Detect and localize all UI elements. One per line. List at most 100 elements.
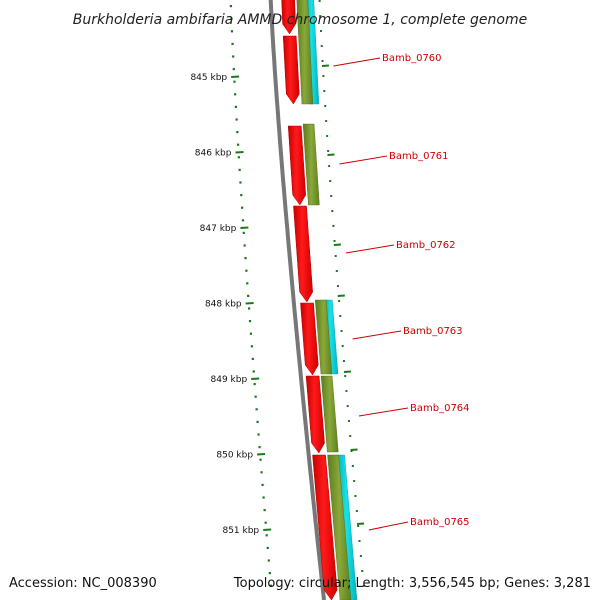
track-guide-dot: [329, 180, 332, 182]
track-guide-tick: [350, 448, 358, 451]
track-guide-dot: [333, 240, 336, 242]
ruler-dot: [242, 231, 245, 234]
ruler-dot: [260, 471, 263, 474]
track-guide-dot: [345, 390, 348, 392]
track-guide-dot: [321, 60, 324, 62]
ruler-dot: [268, 572, 271, 575]
ruler-dot: [233, 80, 236, 83]
ruler-dot: [247, 307, 251, 310]
gene-label[interactable]: Bamb_0765: [410, 517, 470, 528]
gene-leader-line: [345, 244, 395, 254]
ruler-tick-label: 848 kbp: [205, 300, 242, 310]
track-guide-dot: [328, 165, 331, 167]
ruler-dot: [254, 395, 257, 398]
track-guide-dot: [338, 300, 341, 302]
gene-leader-line: [352, 330, 402, 340]
ruler-tick: [235, 151, 244, 154]
ruler-tick-label: 847 kbp: [200, 224, 237, 234]
track-guide-tick: [337, 294, 345, 297]
track-guide-dot: [330, 195, 333, 197]
ruler-dot: [241, 219, 245, 222]
ruler-dot: [256, 420, 259, 423]
cds-block: [320, 375, 339, 453]
ruler-dot: [237, 143, 240, 146]
ruler-dot: [257, 433, 260, 436]
ruler-dot: [232, 68, 235, 71]
ruler-dot: [253, 383, 256, 386]
ruler-dot: [240, 194, 243, 197]
track-guide-dot: [339, 315, 342, 317]
track-guide-dot: [355, 510, 358, 512]
track-guide-dot: [346, 405, 349, 407]
ruler-dot: [234, 93, 237, 96]
ruler-tick-label: 846 kbp: [195, 149, 232, 159]
ruler-dot: [229, 5, 232, 8]
gene-leader-line: [333, 57, 381, 67]
cds-block: [327, 454, 352, 600]
track-guide-dot: [331, 210, 334, 212]
ruler-dot: [258, 446, 261, 449]
track-guide-dot: [344, 375, 347, 377]
gene-leader-line: [358, 407, 409, 417]
ruler-dot: [236, 131, 239, 134]
ruler-dot: [251, 357, 254, 360]
track-guide-dot: [359, 555, 362, 557]
ruler-dot: [235, 118, 238, 121]
track-guide-dot: [320, 45, 323, 47]
ruler-tick: [245, 302, 254, 305]
track-guide-dot: [340, 330, 343, 332]
backbone-line: [268, 0, 326, 600]
gene-label[interactable]: Bamb_0760: [382, 53, 442, 64]
track-guide-tick: [321, 64, 329, 67]
track-guide-dot: [342, 360, 345, 362]
ruler-dot: [247, 294, 250, 297]
ruler-dot: [234, 105, 237, 108]
track-guide-tick: [343, 370, 352, 373]
gene-label[interactable]: Bamb_0764: [410, 403, 470, 414]
track-guide-dot: [354, 495, 357, 497]
ruler-dot: [237, 156, 240, 159]
track-guide-tick: [327, 153, 335, 156]
track-guide-dot: [353, 480, 356, 482]
track-guide-dot: [318, 0, 321, 2]
ruler-tick: [257, 453, 266, 456]
ruler-tick: [231, 75, 240, 78]
ruler-dot: [264, 521, 267, 524]
track-guide-dot: [325, 120, 328, 122]
ruler-dot: [239, 181, 242, 184]
track-guide-dot: [350, 450, 353, 452]
ruler-tick: [263, 528, 272, 531]
gene-arrow: [300, 302, 319, 376]
ruler-dot: [243, 244, 246, 247]
gene-label[interactable]: Bamb_0761: [389, 151, 449, 162]
ruler-dot: [259, 458, 262, 461]
ruler-tick: [251, 377, 260, 380]
track-guide-tick: [333, 243, 341, 246]
track-guide-tick: [356, 522, 365, 525]
ruler-dot: [255, 408, 258, 411]
track-guide-dot: [326, 135, 329, 137]
position-ruler: 845 kbp 846 kbp 847 kbp 848 kbp 849 kbp 850 k…: [190, 5, 272, 587]
track-guide-dot: [335, 270, 338, 272]
ruler-dot: [230, 30, 234, 33]
ruler-dot: [262, 496, 265, 499]
track-guide-dot: [358, 540, 361, 542]
ruler-dot: [238, 168, 241, 171]
cds-block: [302, 123, 320, 206]
gene-arrow: [282, 35, 300, 105]
track-guide-dot: [361, 570, 364, 572]
track-guide-dot: [319, 15, 322, 17]
backbone: [268, 0, 326, 600]
gene-leader-line: [368, 521, 409, 531]
gene-arrow: [281, 0, 296, 35]
ruler-dot: [249, 332, 253, 335]
gene-label[interactable]: Bamb_0763: [403, 326, 463, 337]
ruler-dot: [246, 282, 249, 285]
gene-label[interactable]: Bamb_0762: [396, 240, 456, 251]
ruler-dot: [244, 257, 247, 260]
ruler-dot: [231, 42, 234, 45]
track-guide-dot: [319, 30, 322, 32]
gene-arrow: [287, 125, 306, 206]
ruler-dot: [241, 206, 244, 209]
